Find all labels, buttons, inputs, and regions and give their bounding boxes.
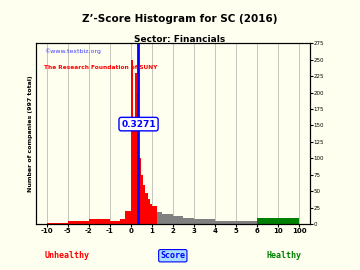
Text: 0.3271: 0.3271 [121, 120, 156, 129]
Bar [141, 175, 143, 224]
Bar [150, 204, 152, 224]
Bar [131, 60, 133, 224]
Bar [115, 221, 120, 224]
Bar [204, 220, 215, 224]
Bar [225, 221, 236, 224]
Bar [183, 218, 194, 224]
Bar [139, 158, 141, 224]
Text: Z’-Score Histogram for SC (2016): Z’-Score Histogram for SC (2016) [82, 14, 278, 23]
Bar [135, 73, 137, 224]
Bar [152, 206, 157, 224]
Bar [162, 214, 173, 224]
Bar [148, 199, 150, 224]
Bar [110, 221, 115, 224]
Bar [133, 119, 135, 224]
Bar [137, 93, 139, 224]
Bar [125, 211, 131, 224]
Text: Sector: Financials: Sector: Financials [134, 35, 226, 44]
Text: Score: Score [160, 251, 185, 260]
Bar [145, 193, 148, 224]
Y-axis label: Number of companies (997 total): Number of companies (997 total) [28, 75, 33, 192]
Bar [215, 221, 225, 224]
Bar [257, 218, 278, 224]
Bar [278, 218, 299, 224]
Bar [89, 219, 110, 224]
Bar [157, 212, 162, 224]
Bar [194, 219, 204, 224]
Text: The Research Foundation of SUNY: The Research Foundation of SUNY [44, 65, 158, 70]
Text: ©www.textbiz.org: ©www.textbiz.org [44, 49, 101, 54]
Bar [173, 216, 183, 224]
Bar [236, 221, 257, 224]
Bar [120, 219, 125, 224]
Text: Healthy: Healthy [266, 251, 301, 260]
Bar [68, 221, 89, 224]
Bar [143, 185, 145, 224]
Text: Unhealthy: Unhealthy [44, 251, 89, 260]
